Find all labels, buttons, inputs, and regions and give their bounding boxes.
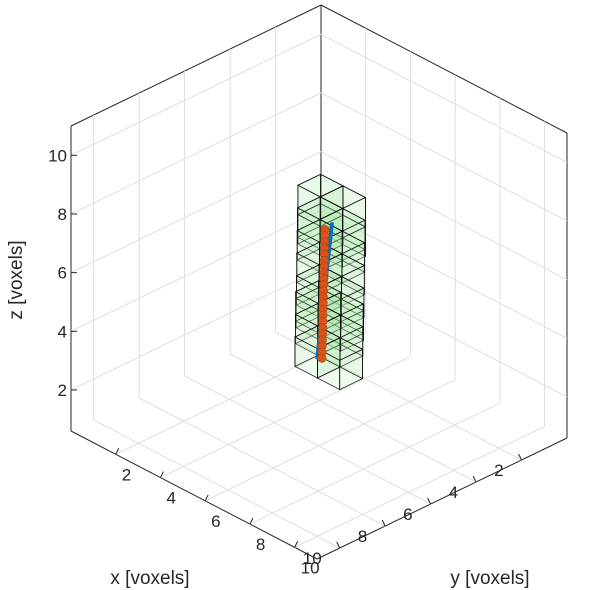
z-tick-label: 10 xyxy=(48,146,67,165)
axes-box xyxy=(70,4,568,560)
axis-box-edge xyxy=(70,430,318,560)
x-tick-mark xyxy=(518,453,522,461)
y-tick-mark xyxy=(294,541,299,548)
y-tick-label: 8 xyxy=(256,535,265,554)
grid-line-z-wall-x xyxy=(320,151,568,281)
floor xyxy=(71,310,567,559)
y-tick-mark xyxy=(249,517,254,525)
x-tick-mark xyxy=(381,519,386,527)
grid-line-y-floor xyxy=(294,425,545,548)
x-tick-mark xyxy=(427,497,432,505)
grid-line-x-floor xyxy=(138,397,386,527)
grid-line-z-wall-x xyxy=(320,209,568,339)
grid-line-x-floor xyxy=(93,419,340,549)
z-tick-label: 2 xyxy=(58,381,67,400)
x-tick-label: 10 xyxy=(303,549,322,568)
grid-line-y-floor xyxy=(249,402,501,525)
y-tick-mark xyxy=(115,448,120,455)
voxel-face-back-x xyxy=(342,185,366,228)
x-tick-label: 4 xyxy=(449,483,458,502)
y-axis-label: y [voxels] xyxy=(450,568,529,589)
sample-point xyxy=(317,353,327,363)
back-wall-x xyxy=(321,5,567,438)
axis-box-edge xyxy=(70,4,322,127)
voxel-face-back-x xyxy=(340,314,364,357)
voxel-cells xyxy=(294,173,367,391)
voxel-face-back-x xyxy=(341,230,366,273)
grid-line-x-floor xyxy=(229,353,477,483)
grid-line-z-wall-y xyxy=(70,33,322,156)
y-tick-label: 10 xyxy=(301,558,320,577)
grid-line-z-wall-y xyxy=(70,92,322,215)
voxel-face-back-x xyxy=(340,291,364,335)
grid-lines xyxy=(70,27,568,549)
grid-line-z-wall-y xyxy=(70,268,322,391)
x-axis-label: x [voxels] xyxy=(110,568,189,589)
voxel-face-back-x xyxy=(342,207,366,251)
y-tick-mark xyxy=(160,471,164,478)
y-tick-label: 2 xyxy=(122,465,131,484)
voxel-face-back-x xyxy=(341,253,365,296)
z-axis-label: z [voxels] xyxy=(6,240,27,319)
y-tick-mark xyxy=(204,494,209,502)
z-tick-label: 6 xyxy=(58,264,67,283)
back-wall-y xyxy=(71,5,321,431)
x-tick-label: 8 xyxy=(358,527,367,546)
grid-line-y-floor xyxy=(204,379,456,502)
z-tick-label: 8 xyxy=(58,205,67,224)
y-tick-label: 6 xyxy=(211,512,220,531)
x-tick-mark xyxy=(336,541,341,549)
x-tick-mark xyxy=(472,475,477,483)
grid-line-y-floor xyxy=(160,356,411,478)
voxel-face-back-x xyxy=(341,275,365,319)
grid-line-z-wall-x xyxy=(320,92,568,222)
series xyxy=(315,222,334,363)
z-tick-label: 4 xyxy=(58,322,67,341)
axis-labels: z [voxels] x [voxels] y [voxels] xyxy=(6,240,530,589)
axis-box-edge xyxy=(316,437,568,560)
x-tick-label: 6 xyxy=(403,505,412,524)
grid-line-x-floor xyxy=(184,375,431,505)
y-tick-label: 4 xyxy=(166,489,175,508)
axis-box-edge xyxy=(320,4,568,134)
x-tick-label: 2 xyxy=(494,461,503,480)
grid-line-z-wall-x xyxy=(320,268,568,398)
grid-line-z-wall-x xyxy=(320,33,568,163)
tick-labels: 2 4 6 8 10 2 4 6 8 10 2 4 6 8 10 xyxy=(48,146,522,577)
voxel-face-back-x xyxy=(339,337,363,380)
grid-line-z-wall-y xyxy=(70,151,322,274)
grid-line-z-wall-y xyxy=(70,209,322,332)
